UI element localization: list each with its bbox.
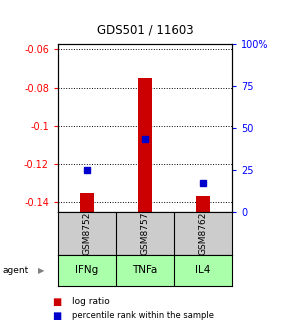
Text: GSM8757: GSM8757 [140,212,150,255]
Text: GSM8752: GSM8752 [82,212,92,255]
Text: percentile rank within the sample: percentile rank within the sample [72,311,215,320]
Bar [196,197,210,212]
Text: agent: agent [3,266,29,275]
Text: ■: ■ [52,311,61,321]
Text: GSM8762: GSM8762 [198,212,208,255]
Text: IL4: IL4 [195,265,211,276]
Text: ■: ■ [52,297,61,307]
Text: IFNg: IFNg [75,265,99,276]
Bar [80,193,94,212]
Text: TNFa: TNFa [132,265,158,276]
Bar [138,78,152,212]
Text: ▶: ▶ [38,266,44,275]
Text: log ratio: log ratio [72,297,110,306]
Text: GDS501 / 11603: GDS501 / 11603 [97,24,193,37]
